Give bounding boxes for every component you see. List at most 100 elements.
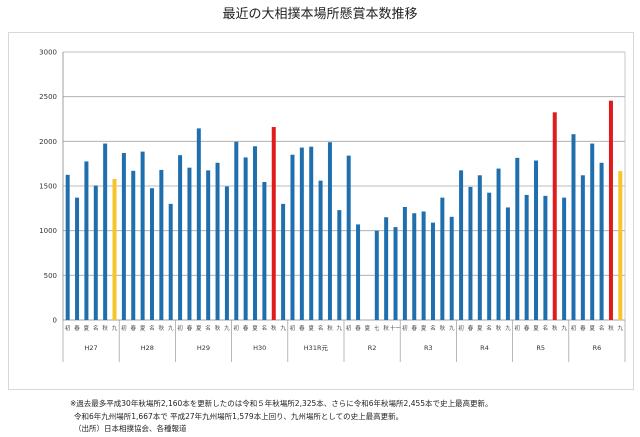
bar	[534, 160, 539, 320]
bar	[430, 222, 435, 320]
tournament-label: 九	[112, 324, 118, 332]
bar	[168, 203, 173, 320]
tournament-label: 名	[543, 324, 549, 332]
year-label: H30	[253, 344, 266, 352]
tournament-label: 名	[430, 324, 436, 332]
bar	[562, 197, 567, 320]
bar	[515, 157, 520, 320]
bar	[468, 186, 473, 320]
bar	[571, 134, 576, 320]
bar	[393, 227, 398, 320]
tournament-label: 九	[618, 324, 624, 332]
bar	[374, 230, 379, 320]
tournament-label: 初	[402, 324, 408, 332]
bar	[224, 186, 229, 320]
bar	[309, 146, 314, 320]
tournament-label: 九	[168, 324, 174, 332]
bar	[318, 180, 323, 320]
tournament-label: 春	[580, 324, 586, 332]
bar	[590, 143, 595, 320]
tournament-label: 初	[121, 324, 127, 332]
bar	[103, 143, 108, 320]
bar	[421, 211, 426, 320]
tournament-label: 夏	[140, 325, 146, 332]
bar	[608, 100, 613, 320]
note-line: ※過去最多平成30年秋場所2,160本を更新したのは令和５年秋場所2,325本、…	[70, 399, 493, 408]
note-line: 令和6年九州場所1,667本で 平成27年九州場所1,579本上回り、九州場所と…	[74, 411, 404, 421]
tournament-label: 初	[458, 324, 464, 332]
tournament-label: 春	[468, 324, 474, 332]
tournament-label: 名	[486, 324, 492, 332]
bar	[187, 167, 192, 320]
tournament-label: 初	[177, 324, 183, 332]
bar	[121, 152, 126, 320]
tournament-label: 名	[205, 324, 211, 332]
bar	[215, 162, 220, 320]
bar	[402, 206, 407, 320]
tournament-label: 初	[515, 324, 521, 332]
tournament-label: 初	[234, 324, 240, 332]
bar	[337, 210, 342, 320]
bar	[253, 146, 258, 320]
tournament-label: 夏	[308, 325, 314, 332]
bar	[196, 128, 201, 320]
y-tick-label: 1000	[39, 227, 57, 235]
tournament-label: 九	[337, 324, 343, 332]
bar	[149, 188, 154, 320]
tournament-label: 名	[318, 324, 324, 332]
tournament-label: 夏	[252, 325, 258, 332]
bar	[290, 154, 295, 320]
bar	[131, 170, 136, 320]
tournament-label: 春	[524, 324, 530, 332]
tournament-label: 夏	[421, 325, 427, 332]
year-label: H28	[141, 344, 154, 352]
tournament-label: 名	[262, 324, 268, 332]
bar	[178, 155, 183, 320]
bar	[543, 195, 548, 320]
chart-frame	[8, 32, 634, 390]
bar	[84, 161, 89, 320]
tournament-label: 名	[599, 324, 605, 332]
bar	[580, 175, 585, 320]
tournament-label: 初	[571, 324, 577, 332]
year-label: R5	[536, 344, 545, 352]
tournament-label: 夏	[589, 325, 595, 332]
note-line: （出所）日本相撲協会、各種報道	[74, 424, 187, 433]
tournament-label: 夏	[365, 325, 371, 332]
bar	[505, 207, 510, 320]
bar	[262, 181, 267, 320]
bar	[412, 213, 417, 320]
tournament-label: 春	[299, 324, 305, 332]
bar	[140, 151, 145, 320]
tournament-label: 初	[346, 324, 352, 332]
bar	[299, 147, 304, 320]
year-label: H31R元	[304, 344, 329, 352]
bar	[327, 142, 332, 320]
y-tick-label: 2000	[39, 138, 57, 146]
bar	[75, 197, 80, 320]
year-label: R4	[480, 344, 489, 352]
bar	[599, 162, 604, 320]
tournament-label: 九	[280, 324, 286, 332]
tournament-label: 夏	[477, 325, 483, 332]
tournament-label: 九	[224, 324, 230, 332]
bar	[487, 192, 492, 320]
bar	[271, 127, 276, 320]
bar	[356, 224, 361, 320]
notes: ※過去最多平成30年秋場所2,160本を更新したのは令和５年秋場所2,325本、…	[70, 398, 493, 436]
tournament-label: 春	[130, 324, 136, 332]
tournament-label: 夏	[533, 325, 539, 332]
bar	[440, 197, 445, 320]
tournament-label: 十一	[390, 324, 402, 332]
tournament-label: 春	[74, 324, 80, 332]
bar	[206, 170, 211, 320]
bar	[281, 203, 286, 320]
bar	[112, 178, 117, 320]
tournament-label: 秋	[159, 324, 165, 332]
tournament-label: 秋	[496, 324, 502, 332]
bar	[159, 169, 164, 320]
year-label: R3	[424, 344, 433, 352]
bar	[93, 185, 98, 320]
tournament-label: 春	[187, 324, 193, 332]
